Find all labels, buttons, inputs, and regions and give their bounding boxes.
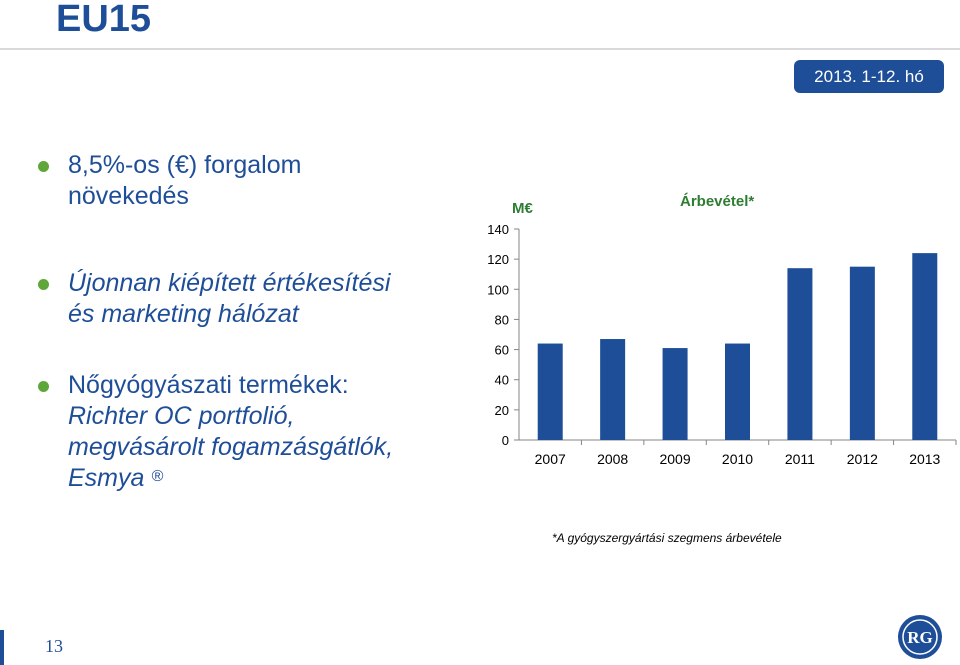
bullet-text-esmya: Esmya ®: [68, 463, 498, 494]
y-tick-label: 120: [487, 252, 509, 267]
chart-footnote: *A gyógyszergyártási szegmens árbevétele: [552, 531, 782, 545]
bar-2013: [912, 253, 938, 440]
bar-2010: [725, 343, 750, 440]
y-tick-label: 80: [495, 312, 509, 327]
chart-bar-layer: [537, 253, 938, 440]
x-tick-label: 2008: [597, 451, 628, 467]
x-tick-label: 2013: [909, 451, 940, 467]
x-tick-label: 2012: [847, 451, 878, 467]
y-tick-label: 40: [495, 373, 509, 388]
bullet-text: 8,5%-os (€) forgalom: [68, 151, 302, 179]
x-tick-label: 2007: [535, 451, 566, 467]
page-number: 13: [45, 636, 63, 656]
bar-2009: [662, 348, 688, 440]
title-divider: [0, 48, 960, 50]
chart-legend-label: Árbevétel*: [680, 193, 754, 210]
x-tick-label: 2011: [785, 451, 815, 467]
bullet-text: Richter OC portfolió,: [68, 402, 295, 430]
bullet-dot-icon: [38, 161, 49, 172]
bar-2008: [600, 339, 626, 440]
bullet-text: Nőgyógyászati termékek:: [68, 371, 349, 399]
slide-title: EU15: [56, 0, 152, 40]
bullet-dot-icon: [38, 279, 49, 290]
bullet-text: Újonnan kiépített értékesítési: [68, 269, 391, 297]
bullet-text: és marketing hálózat: [68, 300, 299, 328]
bar-2012: [849, 266, 875, 440]
rg-logo-icon: RG: [898, 615, 942, 659]
date-badge: 2013. 1-12. hó: [794, 60, 944, 93]
chart-unit-label: M€: [512, 200, 533, 217]
bullet-network: Újonnan kiépített értékesítési és market…: [38, 268, 390, 330]
y-tick-label: 60: [495, 343, 509, 358]
y-tick-label: 100: [487, 282, 509, 297]
y-tick-label: 20: [495, 403, 509, 418]
bullet-products: Nőgyógyászati termékek: Richter OC portf…: [38, 370, 498, 494]
chart-label-layer: 0 20 40 60 80 100 120 140 2007 2008 2009 2010 2011 20…: [487, 222, 940, 467]
registered-mark: ®: [151, 468, 164, 485]
bullet-dot-icon: [38, 381, 49, 392]
esmya-label: Esmya: [68, 464, 145, 492]
logo-text: RG: [907, 628, 933, 647]
bar-2011: [787, 268, 813, 440]
bar-2007: [537, 343, 563, 440]
page-number-bar: [0, 630, 4, 665]
bullet-text: megvásárolt fogamzásgátlók,: [68, 433, 394, 461]
x-tick-label: 2010: [722, 451, 753, 467]
bullet-text: növekedés: [68, 182, 189, 210]
y-tick-label: 140: [487, 222, 509, 237]
x-tick-label: 2009: [659, 451, 690, 467]
y-tick-label: 0: [502, 433, 509, 448]
bullet-growth: 8,5%-os (€) forgalom növekedés: [38, 150, 301, 212]
